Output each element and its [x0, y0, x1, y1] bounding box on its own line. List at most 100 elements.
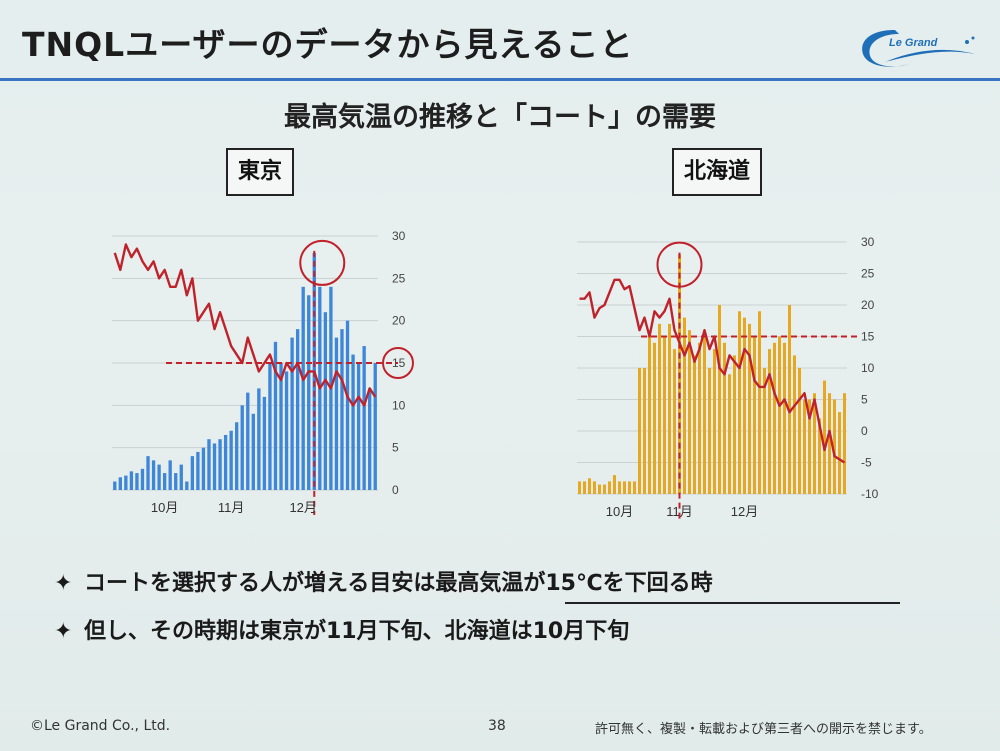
bar [778, 336, 781, 494]
bar [340, 329, 344, 490]
note-2: ✦ 但し、その時期は東京が11月下旬、北海道は10月下旬 [54, 613, 629, 645]
bar [229, 430, 233, 490]
bar [793, 355, 796, 494]
bar [246, 392, 250, 490]
note-underline [565, 602, 900, 604]
bar [279, 363, 283, 490]
bar [351, 354, 355, 490]
bar [828, 393, 831, 494]
x-month-label: 12月 [731, 504, 758, 519]
y-tick-label: 10 [861, 361, 875, 375]
bar [113, 481, 117, 490]
bar [698, 342, 701, 494]
bar [658, 323, 661, 494]
bar [718, 305, 721, 494]
bar [593, 481, 596, 494]
bar [733, 355, 736, 494]
bar [813, 393, 816, 494]
bar [703, 336, 706, 494]
title-divider [0, 78, 1000, 81]
bar [838, 412, 841, 494]
highlight-circle [299, 239, 346, 286]
logo-text: Le Grand [889, 37, 938, 49]
x-month-label: 11月 [666, 504, 693, 519]
footer-copyright: ©Le Grand Co., Ltd. [30, 718, 171, 734]
bar [763, 368, 766, 494]
bar [673, 349, 676, 494]
bar [663, 336, 666, 494]
bar [628, 481, 631, 494]
bar [618, 481, 621, 494]
bar [713, 349, 716, 494]
bar [207, 439, 211, 490]
bar [728, 374, 731, 494]
bar [190, 456, 195, 490]
bar [648, 330, 651, 494]
bar [273, 341, 278, 490]
bar [235, 422, 239, 490]
bar [201, 447, 206, 490]
y-tick-label: 0 [861, 424, 868, 438]
bar [623, 481, 626, 494]
y-tick-label: -5 [861, 456, 872, 470]
bar [162, 473, 167, 490]
bar [768, 349, 771, 494]
bar [578, 481, 581, 494]
x-month-label: 10月 [151, 500, 178, 515]
bar [633, 481, 636, 494]
bar [268, 363, 272, 490]
bar [295, 329, 300, 490]
bar [753, 336, 756, 494]
le-grand-logo: Le Grand [862, 30, 975, 67]
bar [693, 355, 696, 494]
bar [788, 305, 791, 494]
bar [688, 330, 691, 494]
x-month-label: 10月 [606, 504, 633, 519]
bar [174, 473, 178, 490]
bar [129, 471, 134, 490]
footer-notice: 許可無く、複製・転載および第三者への開示を禁じます。 [595, 722, 932, 737]
bar [368, 388, 372, 490]
y-tick-label: 15 [861, 330, 875, 344]
bar [284, 371, 289, 490]
bar [334, 337, 339, 490]
bar [212, 443, 217, 490]
bar [613, 475, 616, 494]
bullet-icon: ✦ [54, 571, 73, 596]
bar [373, 363, 377, 490]
bullet-icon: ✦ [54, 619, 73, 644]
bar [223, 434, 228, 490]
bar [135, 473, 139, 490]
bar [643, 368, 646, 494]
bar [185, 481, 189, 490]
bar [583, 481, 586, 494]
temperature-series-line [113, 243, 377, 407]
bar [323, 312, 328, 490]
hokkaido-chart-title: 北海道 [672, 148, 763, 196]
bar [668, 323, 671, 494]
bar [818, 418, 821, 494]
y-tick-label: -10 [861, 487, 879, 501]
bar [743, 317, 746, 494]
bar [783, 342, 786, 494]
bar [843, 393, 846, 494]
bar [708, 368, 711, 494]
bar [803, 399, 806, 494]
bar [748, 323, 751, 494]
bar [146, 456, 150, 490]
page-number: 38 [488, 718, 506, 734]
y-tick-label: 5 [861, 393, 868, 407]
x-month-label: 11月 [218, 500, 245, 515]
bar [356, 363, 361, 490]
bar [157, 464, 161, 490]
note-2-text: 但し、その時期は東京が11月下旬、北海道は10月下旬 [84, 619, 630, 644]
bar [307, 295, 311, 490]
bar [638, 368, 641, 494]
y-tick-label: 25 [392, 271, 406, 285]
y-tick-label: 20 [392, 314, 406, 328]
bar [196, 451, 200, 490]
bar [301, 286, 305, 490]
bar [179, 464, 183, 490]
bar [262, 396, 267, 490]
x-month-label: 12月 [289, 500, 316, 515]
